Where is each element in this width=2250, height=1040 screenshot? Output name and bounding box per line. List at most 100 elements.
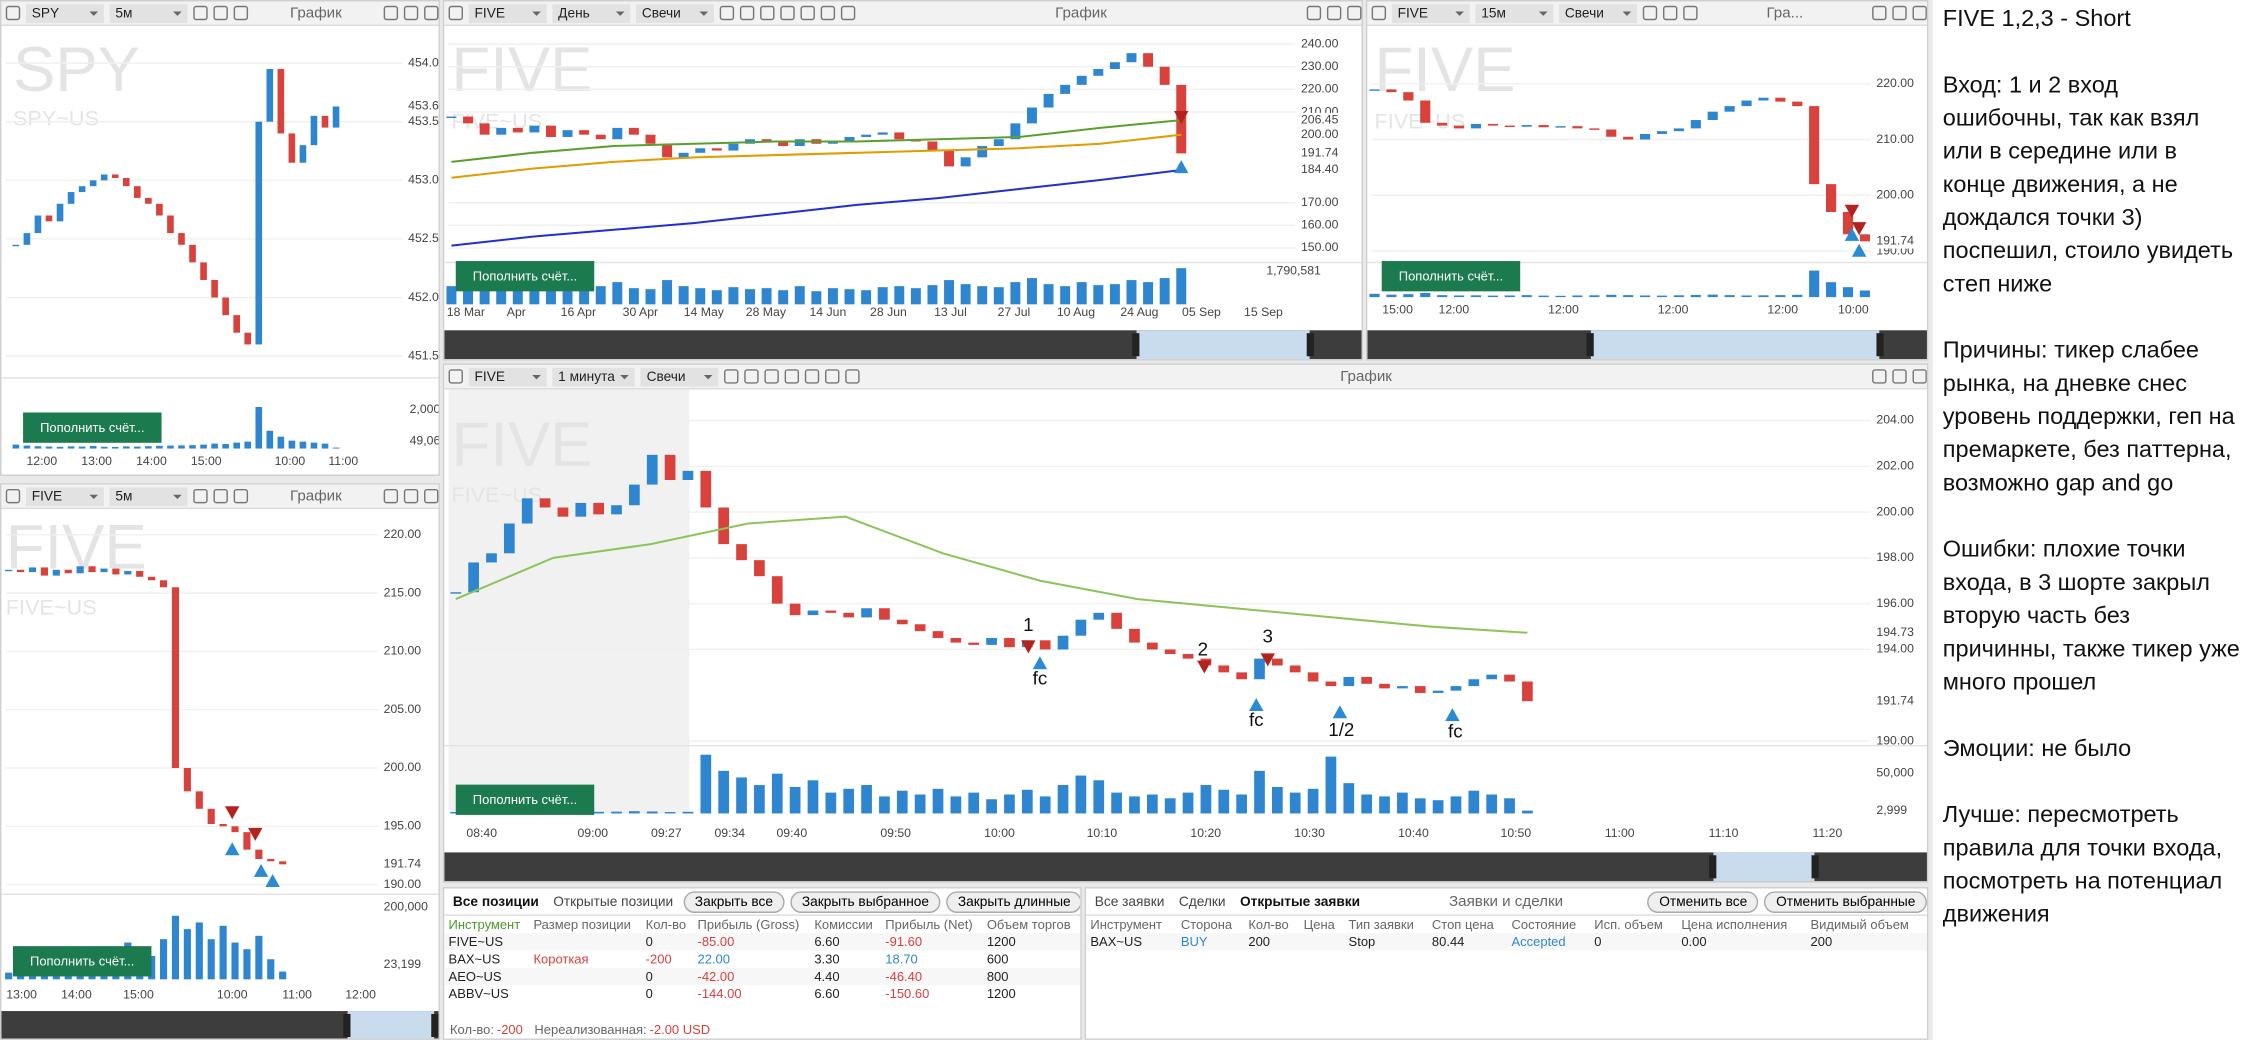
tool-icon[interactable] [213,5,228,21]
window-icon[interactable] [1892,5,1907,21]
tool-icon[interactable] [800,5,815,21]
symbol-select[interactable]: FIVE [25,486,104,506]
volume-label: 200,000 [384,899,428,913]
tool-icon[interactable] [805,369,820,384]
x-tick-label: 14:00 [136,454,167,468]
deposit-button[interactable]: Пополнить счёт... [455,784,595,815]
window-icon[interactable] [1912,369,1927,384]
tool-icon[interactable] [193,5,208,21]
window-icon[interactable] [383,488,399,504]
button[interactable]: Отменить все [1647,890,1759,913]
tool-icon[interactable] [233,5,249,21]
tool-icon[interactable] [1683,5,1698,21]
window-icon[interactable] [1872,369,1887,384]
table: Инструмент Сторона Кол-во Цена Тип заявки Сто… [1086,916,1927,951]
candle [200,262,207,280]
deposit-button[interactable]: Пополнить счёт... [12,946,152,977]
chart: FIVEFIVE~US204.00202.00200.00198.00196.0… [444,387,1927,882]
scroll-handle[interactable] [1306,333,1314,357]
y-tick-label: 215.00 [384,585,422,599]
tool-icon[interactable] [739,5,755,21]
tool-icon[interactable] [213,488,228,504]
tab[interactable]: Открытые заявки [1239,893,1361,910]
window-icon[interactable] [403,5,419,21]
scroll-handle[interactable] [1811,855,1819,879]
button-label: Пополнить счёт... [30,953,134,968]
scroll-handle[interactable] [1586,333,1594,357]
tool-icon[interactable] [760,5,775,21]
timeframe-select[interactable]: 1 минута [552,367,636,386]
window-icon[interactable] [383,5,399,21]
tool-icon[interactable] [724,369,739,384]
volume-bar [148,955,156,980]
tool-icon[interactable] [1642,5,1658,21]
tab[interactable]: Все позиции [452,893,539,910]
tool-icon[interactable] [820,5,836,21]
timeframe-select[interactable]: 15м [1475,3,1554,23]
price-tag-bg [1298,162,1345,178]
scroll-handle[interactable] [1132,333,1140,357]
tool-icon[interactable] [780,5,795,21]
chart-type-select[interactable]: Свечи [1559,3,1638,23]
tool-icon[interactable] [785,369,800,384]
candle [171,587,180,769]
scroll-handle[interactable] [343,1013,351,1038]
row[interactable]: ABBV~US 0 -144.00 6.60 -150.60 1200 [444,985,1080,1002]
button[interactable]: Отменить выбранные [1764,890,1927,913]
window-icon[interactable] [424,488,439,504]
cell: 6.60 [814,934,840,950]
price-tag-bg [1298,112,1345,128]
window-icon[interactable] [1326,5,1342,21]
volume-bar [914,794,926,814]
button[interactable]: Закрыть длинные [946,890,1081,913]
tab[interactable]: Открытые позиции [553,893,674,910]
scroll-handle[interactable] [1876,333,1884,357]
deposit-button[interactable]: Пополнить счёт... [23,412,162,443]
timeframe-select[interactable]: День [552,3,631,23]
window-icon[interactable] [1912,5,1927,21]
scroll-handle[interactable] [431,1013,439,1038]
tool-icon[interactable] [825,369,840,384]
tool-icon[interactable] [1662,5,1678,21]
deposit-button[interactable]: Пополнить счёт... [455,261,595,292]
chart-type-select[interactable]: Свечи [640,367,719,386]
tool-icon[interactable] [845,369,861,384]
row[interactable]: BAX~US Короткая -200 22.00 3.30 18.70 600 [444,950,1080,967]
watermark: SPY [13,35,140,105]
tool-icon[interactable] [744,369,760,384]
window-icon[interactable] [1347,5,1362,21]
tool-icon[interactable] [719,5,735,21]
chart-type-select[interactable]: Свечи [636,3,714,23]
candle [12,244,20,247]
tool-icon[interactable] [840,5,856,21]
candle [977,146,988,158]
tab[interactable]: Сделки [1178,893,1226,910]
volume-bar [1487,295,1498,298]
window-icon[interactable] [424,5,439,21]
tool-icon[interactable] [764,369,780,384]
scroll-handle[interactable] [1709,855,1717,879]
annotation: fc [1448,721,1463,742]
volume-bar [944,280,955,305]
symbol-select[interactable]: FIVE [468,367,547,386]
tab[interactable]: Все заявки [1094,893,1165,910]
row[interactable]: BAX~US BUY 200 Stop 80.44 Accepted 0 0.00 200 [1086,933,1927,951]
button[interactable]: Закрыть все [683,890,785,913]
row[interactable]: FIVE~US 0 -85.00 6.60 -91.60 1200 [444,933,1081,951]
tool-icon[interactable] [233,488,249,504]
symbol-select[interactable]: FIVE [1391,3,1470,23]
window-icon[interactable] [403,488,419,504]
symbol-select[interactable]: FIVE [468,3,547,23]
symbol-select[interactable]: SPY [25,3,104,23]
window-icon[interactable] [1892,369,1907,384]
candle [539,498,551,508]
timeframe-select[interactable]: 5м [109,486,188,506]
window-icon[interactable] [1306,5,1322,21]
row[interactable]: AEO~US 0 -42.00 4.40 -46.40 800 [444,967,1081,986]
candle [1143,53,1154,67]
deposit-button[interactable]: Пополнить счёт... [1381,261,1521,292]
tool-icon[interactable] [193,488,208,504]
button[interactable]: Закрыть выбранное [790,890,941,913]
timeframe-select[interactable]: 5м [109,3,188,23]
window-icon[interactable] [1872,5,1887,21]
